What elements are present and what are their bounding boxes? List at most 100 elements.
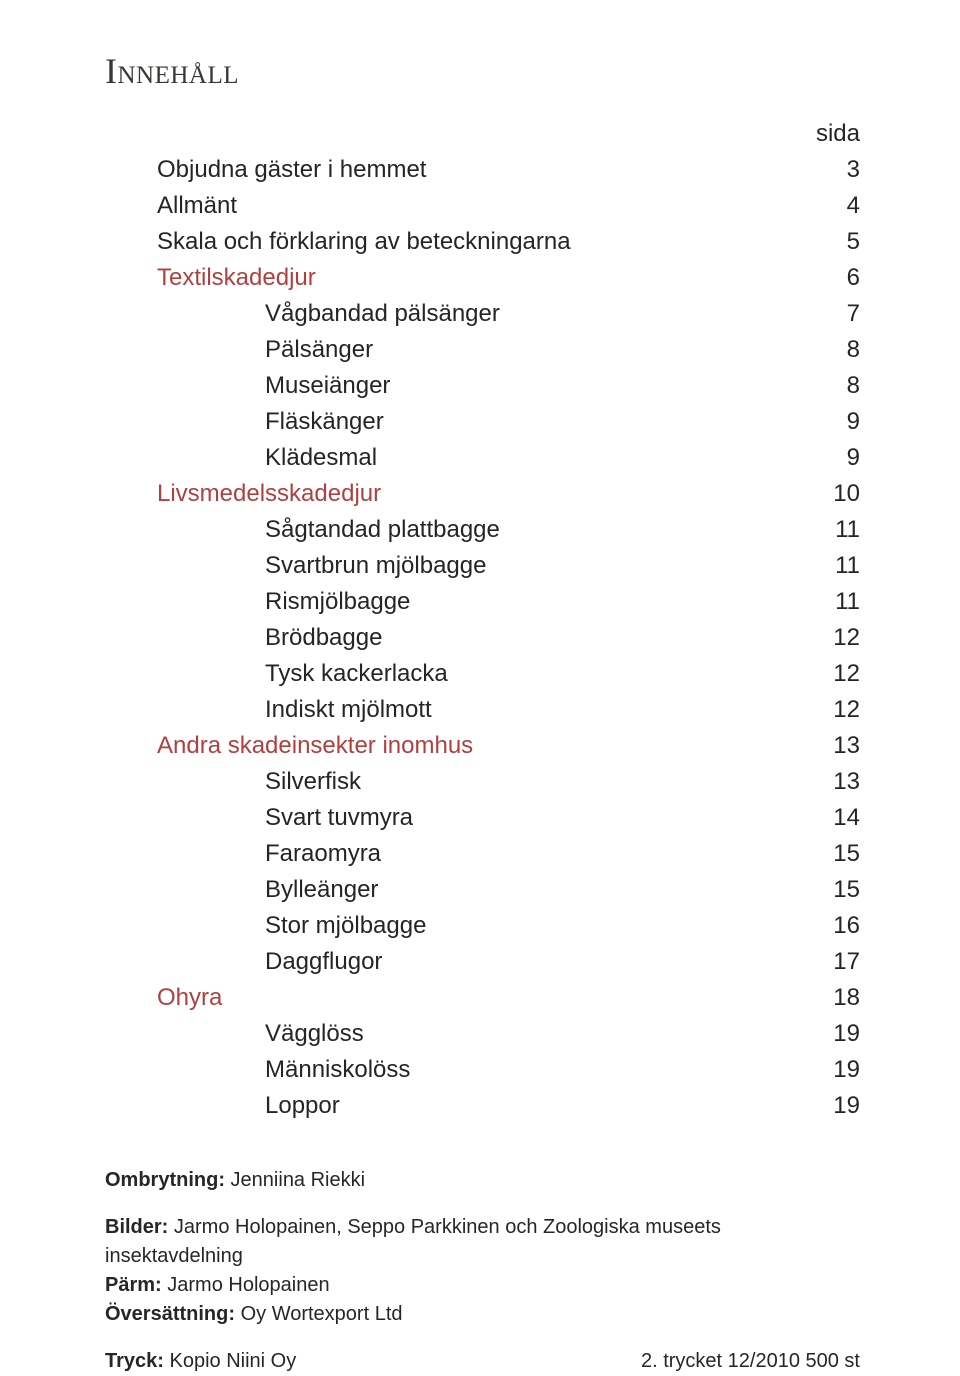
ombrytning-value: Jenniina Riekki bbox=[225, 1169, 365, 1191]
toc-entry-label: Rismjölbagge bbox=[105, 584, 410, 620]
toc-page-number: 11 bbox=[835, 512, 860, 548]
toc-row: Museiänger 8 bbox=[105, 368, 860, 404]
toc-page-number: 12 bbox=[833, 656, 860, 692]
toc-page-number: 12 bbox=[833, 692, 860, 728]
page-title: Innehåll bbox=[105, 50, 860, 92]
toc-page-number: 17 bbox=[833, 944, 860, 980]
toc-row: Ohyra 18 bbox=[105, 980, 860, 1016]
toc-row: Bylleänger 15 bbox=[105, 872, 860, 908]
toc-row: Brödbagge12 bbox=[105, 620, 860, 656]
table-of-contents: sida Objudna gäster i hemmet3Allmänt4Ska… bbox=[105, 116, 860, 1124]
toc-entry-label: Silverfisk bbox=[105, 764, 361, 800]
toc-page-number: 7 bbox=[847, 296, 860, 332]
toc-page-number: 6 bbox=[847, 260, 860, 296]
toc-page-number: 15 bbox=[833, 872, 860, 908]
toc-page-number: 16 bbox=[833, 908, 860, 944]
toc-entry-label: Skala och förklaring av beteckningarna bbox=[105, 224, 571, 260]
credits-tryck: Tryck: Kopio Niini Oy bbox=[105, 1347, 296, 1376]
toc-row: Silverfisk 13 bbox=[105, 764, 860, 800]
toc-row: Objudna gäster i hemmet 3 bbox=[105, 152, 860, 188]
credits-footer: Tryck: Kopio Niini Oy 2. trycket 12/2010… bbox=[105, 1347, 860, 1376]
parm-label: Pärm: bbox=[105, 1274, 162, 1296]
toc-entry-label: Faraomyra bbox=[105, 836, 381, 872]
toc-entry-label: Daggflugor bbox=[105, 944, 382, 980]
toc-entry-label: Människolöss bbox=[105, 1052, 410, 1088]
toc-entry-label: Indiskt mjölmott bbox=[105, 692, 432, 728]
toc-page-number: 13 bbox=[833, 728, 860, 764]
toc-row: Livsmedelsskadedjur 10 bbox=[105, 476, 860, 512]
toc-page-number: 13 bbox=[833, 764, 860, 800]
tryck-value: Kopio Niini Oy bbox=[164, 1350, 296, 1372]
toc-row: Fläskänger 9 bbox=[105, 404, 860, 440]
toc-page-number: 4 bbox=[847, 188, 860, 224]
toc-entry-label: Tysk kackerlacka bbox=[105, 656, 448, 692]
toc-header-row: sida bbox=[105, 116, 860, 152]
toc-entry-label: Stor mjölbagge bbox=[105, 908, 426, 944]
toc-entry-label: Vågbandad pälsänger bbox=[105, 296, 500, 332]
toc-row: Allmänt 4 bbox=[105, 188, 860, 224]
toc-row: Daggflugor 17 bbox=[105, 944, 860, 980]
toc-page-number: 19 bbox=[833, 1052, 860, 1088]
tryck-label: Tryck: bbox=[105, 1350, 164, 1372]
toc-page-number: 19 bbox=[833, 1088, 860, 1124]
toc-entry-label: Allmänt bbox=[105, 188, 237, 224]
toc-page-number: 18 bbox=[833, 980, 860, 1016]
toc-row: Svart tuvmyra14 bbox=[105, 800, 860, 836]
print-run: 2. trycket 12/2010 500 st bbox=[641, 1347, 860, 1376]
oversattning-value: Oy Wortexport Ltd bbox=[235, 1303, 402, 1325]
toc-page-number: 5 bbox=[847, 224, 860, 260]
toc-row: Faraomyra 15 bbox=[105, 836, 860, 872]
toc-page-number: 9 bbox=[847, 404, 860, 440]
toc-section-label: Textilskadedjur bbox=[105, 260, 316, 296]
toc-entry-label: Fläskänger bbox=[105, 404, 384, 440]
toc-entry-label: Klädesmal bbox=[105, 440, 377, 476]
toc-row: Skala och förklaring av beteckningarna 5 bbox=[105, 224, 860, 260]
toc-page-number: 15 bbox=[833, 836, 860, 872]
credits-oversattning: Översättning: Oy Wortexport Ltd bbox=[105, 1300, 860, 1329]
toc-entry-label: Sågtandad plattbagge bbox=[105, 512, 500, 548]
toc-entry-label: Brödbagge bbox=[105, 620, 382, 656]
toc-row: Stor mjölbagge 16 bbox=[105, 908, 860, 944]
toc-row: Pälsänger 8 bbox=[105, 332, 860, 368]
toc-entry-label: Bylleänger bbox=[105, 872, 378, 908]
toc-row: Textilskadedjur 6 bbox=[105, 260, 860, 296]
bilder-label: Bilder: bbox=[105, 1216, 168, 1238]
toc-page-number: 3 bbox=[847, 152, 860, 188]
toc-row: Vågbandad pälsänger 7 bbox=[105, 296, 860, 332]
credits-parm: Pärm: Jarmo Holopainen bbox=[105, 1271, 860, 1300]
credits-block: Ombrytning: Jenniina Riekki Bilder: Jarm… bbox=[105, 1166, 860, 1376]
toc-page-number: 19 bbox=[833, 1016, 860, 1052]
toc-section-label: Livsmedelsskadedjur bbox=[105, 476, 381, 512]
toc-row: Sågtandad plattbagge 11 bbox=[105, 512, 860, 548]
toc-entry-label: Pälsänger bbox=[105, 332, 373, 368]
toc-row: Andra skadeinsekter inomhus 13 bbox=[105, 728, 860, 764]
toc-entry-label: Objudna gäster i hemmet bbox=[105, 152, 426, 188]
toc-page-number: 11 bbox=[835, 548, 860, 584]
toc-row: Människolöss 19 bbox=[105, 1052, 860, 1088]
toc-section-label: Ohyra bbox=[105, 980, 222, 1016]
toc-entry-label: Museiänger bbox=[105, 368, 390, 404]
bilder-value: Jarmo Holopainen, Seppo Parkkinen och Zo… bbox=[105, 1216, 721, 1267]
toc-row: Svartbrun mjölbagge 11 bbox=[105, 548, 860, 584]
toc-page-number: 10 bbox=[833, 476, 860, 512]
toc-row: Klädesmal 9 bbox=[105, 440, 860, 476]
toc-entry-label: Svartbrun mjölbagge bbox=[105, 548, 486, 584]
credits-ombrytning: Ombrytning: Jenniina Riekki bbox=[105, 1166, 860, 1195]
ombrytning-label: Ombrytning: bbox=[105, 1169, 225, 1191]
toc-page-number: 8 bbox=[847, 332, 860, 368]
toc-row: Tysk kackerlacka 12 bbox=[105, 656, 860, 692]
toc-entry-label: Loppor bbox=[105, 1088, 340, 1124]
toc-page-number: 9 bbox=[847, 440, 860, 476]
toc-row: Vägglöss 19 bbox=[105, 1016, 860, 1052]
toc-page-number: 11 bbox=[835, 584, 860, 620]
toc-page-header: sida bbox=[816, 116, 860, 152]
toc-entry-label: Vägglöss bbox=[105, 1016, 364, 1052]
oversattning-label: Översättning: bbox=[105, 1303, 235, 1325]
toc-row: Rismjölbagge 11 bbox=[105, 584, 860, 620]
toc-page-number: 8 bbox=[847, 368, 860, 404]
toc-row: Indiskt mjölmott 12 bbox=[105, 692, 860, 728]
parm-value: Jarmo Holopainen bbox=[162, 1274, 330, 1296]
toc-page-number: 14 bbox=[833, 800, 860, 836]
toc-section-label: Andra skadeinsekter inomhus bbox=[105, 728, 473, 764]
credits-main: Bilder: Jarmo Holopainen, Seppo Parkkine… bbox=[105, 1213, 860, 1329]
